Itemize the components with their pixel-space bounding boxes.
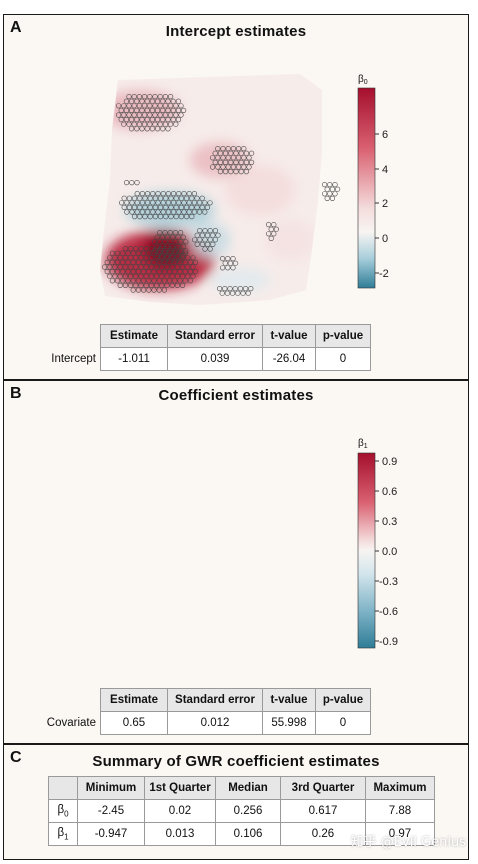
value-estimate: 0.65 xyxy=(100,711,168,735)
value-t-value: 55.998 xyxy=(262,711,316,735)
value-minimum: -2.45 xyxy=(77,799,145,823)
header-standard-error: Standard error xyxy=(167,688,263,712)
header-t-value: t-value xyxy=(262,688,316,712)
header-p-value: p-value xyxy=(315,324,371,348)
header-t-value: t-value xyxy=(262,324,316,348)
colorbar-tick: 2 xyxy=(382,198,388,210)
colorbar-tick: -0.6 xyxy=(379,606,398,618)
row-label: Intercept xyxy=(51,353,96,365)
value-estimate: -1.011 xyxy=(100,347,168,371)
row-label-beta0: β0 xyxy=(48,799,78,823)
value-median: 0.256 xyxy=(215,799,281,823)
header-3rd-quarter: 3rd Quarter xyxy=(280,776,366,800)
value-minimum: -0.947 xyxy=(77,822,145,846)
panel-title: Coefficient estimates xyxy=(158,387,314,404)
value-median: 0.106 xyxy=(215,822,281,846)
panel-letter: C xyxy=(10,749,22,766)
value-3rd-quarter: 0.26 xyxy=(280,822,366,846)
header-estimate: Estimate xyxy=(100,688,168,712)
panel-letter: A xyxy=(10,19,22,36)
summary-table: Minimum 1st Quarter Median 3rd Quarter M… xyxy=(48,776,435,846)
panel-b: B Coefficient estimates xyxy=(3,380,469,744)
row-label: Covariate xyxy=(46,717,96,729)
colorbar-tick: 0.0 xyxy=(382,546,397,558)
row-label-beta1: β1 xyxy=(48,822,78,846)
value-standard-error: 0.012 xyxy=(167,711,263,735)
colorbar-tick: 0.3 xyxy=(382,516,397,528)
colorbar-label: β0 xyxy=(358,74,368,86)
value-maximum: 0.97 xyxy=(365,822,435,846)
header-maximum: Maximum xyxy=(365,776,435,800)
panel-title: Intercept estimates xyxy=(165,23,307,40)
colorbar-tick: 0.9 xyxy=(382,456,397,468)
colorbar-tick: 4 xyxy=(382,164,388,176)
value-1st-quarter: 0.013 xyxy=(144,822,216,846)
value-p-value: 0 xyxy=(315,347,371,371)
header-p-value: p-value xyxy=(315,688,371,712)
header-median: Median xyxy=(215,776,281,800)
colorbar-tick: 6 xyxy=(382,129,388,141)
colorbar-intercept: β0 6 4 2 0 -2 xyxy=(357,74,389,289)
panel-title: Summary of GWR coefficient estimates xyxy=(92,753,380,770)
intercept-table: Estimate Standard error t-value p-value … xyxy=(42,324,371,371)
coefficient-table: Estimate Standard error t-value p-value … xyxy=(42,688,371,735)
value-t-value: -26.04 xyxy=(262,347,316,371)
colorbar-tick: -2 xyxy=(379,268,389,280)
header-minimum: Minimum xyxy=(77,776,145,800)
header-1st-quarter: 1st Quarter xyxy=(144,776,216,800)
value-standard-error: 0.039 xyxy=(167,347,263,371)
header-estimate: Estimate xyxy=(100,324,168,348)
colorbar-tick: 0.6 xyxy=(382,486,397,498)
value-maximum: 7.88 xyxy=(365,799,435,823)
panel-letter: B xyxy=(10,385,22,402)
colorbar-coefficient: β1 0.9 0.6 0.3 0.0 -0.3 -0.6 -0.9 xyxy=(357,438,398,649)
colorbar-tick: -0.3 xyxy=(379,576,398,588)
watermark: 知乎 @Evil Genius xyxy=(350,835,466,850)
value-1st-quarter: 0.02 xyxy=(144,799,216,823)
colorbar-tick: -0.9 xyxy=(379,636,398,648)
header-standard-error: Standard error xyxy=(167,324,263,348)
value-p-value: 0 xyxy=(315,711,371,735)
colorbar-label: β1 xyxy=(358,438,368,450)
colorbar-tick: 0 xyxy=(382,233,388,245)
value-3rd-quarter: 0.617 xyxy=(280,799,366,823)
